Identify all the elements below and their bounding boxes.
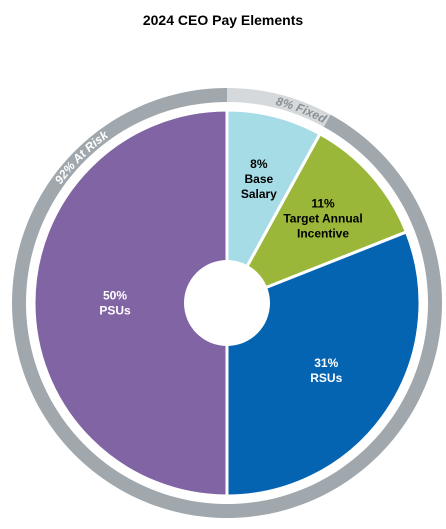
slice-label-rsus: 31% RSUs [310,356,342,385]
center-hole [184,260,270,346]
slice-label-target-annual-incentive: 11% Target Annual Incentive [283,196,362,240]
slice-label-psus: 50% PSUs [99,289,131,318]
slice-target-annual-incentive [223,131,409,306]
slice-psus [32,108,229,498]
pie-slices [32,108,422,498]
chart-title: 2024 CEO Pay Elements [143,12,304,28]
ring-segment-8-fixed [227,88,331,127]
slice-rsus [225,230,422,498]
slice-label-base-salary: 8% Base Salary [241,157,277,201]
slice-base-salary [225,108,323,304]
